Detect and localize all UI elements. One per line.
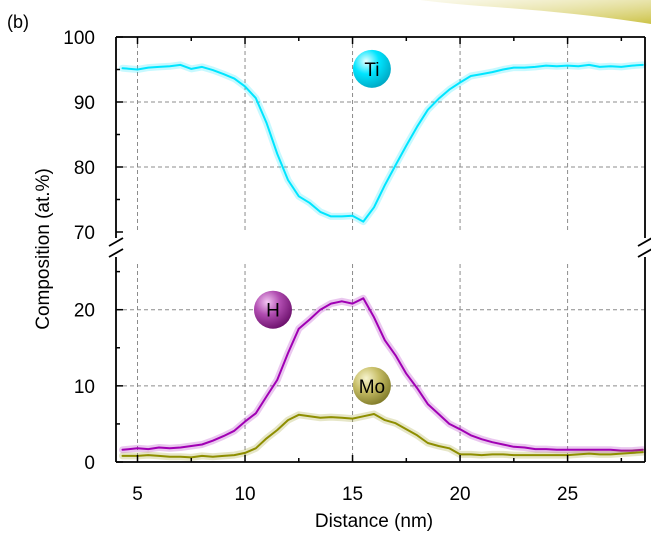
axis-ticks	[116, 36, 623, 463]
y-lower-tick-label: 20	[74, 301, 95, 322]
y-upper-tick-label: 90	[74, 93, 95, 114]
series-line-H	[121, 297, 644, 452]
element-sphere-Ti	[352, 49, 391, 88]
axis-break-mark	[108, 237, 124, 247]
y-upper-tick-label: 100	[63, 28, 95, 49]
element-sphere-H	[253, 290, 292, 329]
element-label-H: H	[266, 301, 280, 322]
axis-break-mark	[637, 248, 651, 258]
plot-frame	[108, 36, 651, 463]
y-lower-tick-label: 10	[74, 377, 95, 398]
axis-break-mark	[637, 237, 651, 247]
y-axis-title: Composition (at.%)	[33, 168, 54, 330]
x-tick-label: 15	[342, 484, 363, 505]
element-annotations: Ti H Mo	[253, 49, 391, 405]
x-tick-label: 25	[557, 484, 578, 505]
y-upper-tick-label: 80	[74, 158, 95, 179]
series-line-Ti	[121, 63, 644, 223]
element-marker-Ti: Ti	[352, 49, 391, 88]
tick-labels: 5 10 15 20 25 70 80 90 100 0 10 20	[63, 28, 578, 505]
panel-label: (b)	[7, 12, 29, 32]
element-marker-Mo: Mo	[352, 366, 391, 405]
x-tick-label: 10	[234, 484, 255, 505]
element-marker-H: H	[253, 290, 292, 329]
x-tick-label: 20	[449, 484, 470, 505]
corner-decoration	[420, 0, 651, 24]
y-lower-tick-label: 0	[84, 453, 95, 474]
x-tick-label: 5	[132, 484, 143, 505]
x-axis-title: Distance (nm)	[315, 511, 433, 532]
series-line-Mo	[121, 413, 644, 459]
element-label-Mo: Mo	[359, 377, 385, 398]
series-glow-Ti	[119, 61, 647, 226]
axis-break-mark	[108, 248, 124, 258]
element-label-Ti: Ti	[364, 60, 379, 81]
data-series	[119, 61, 647, 461]
y-upper-tick-label: 70	[74, 223, 95, 244]
element-sphere-Mo	[352, 366, 391, 405]
